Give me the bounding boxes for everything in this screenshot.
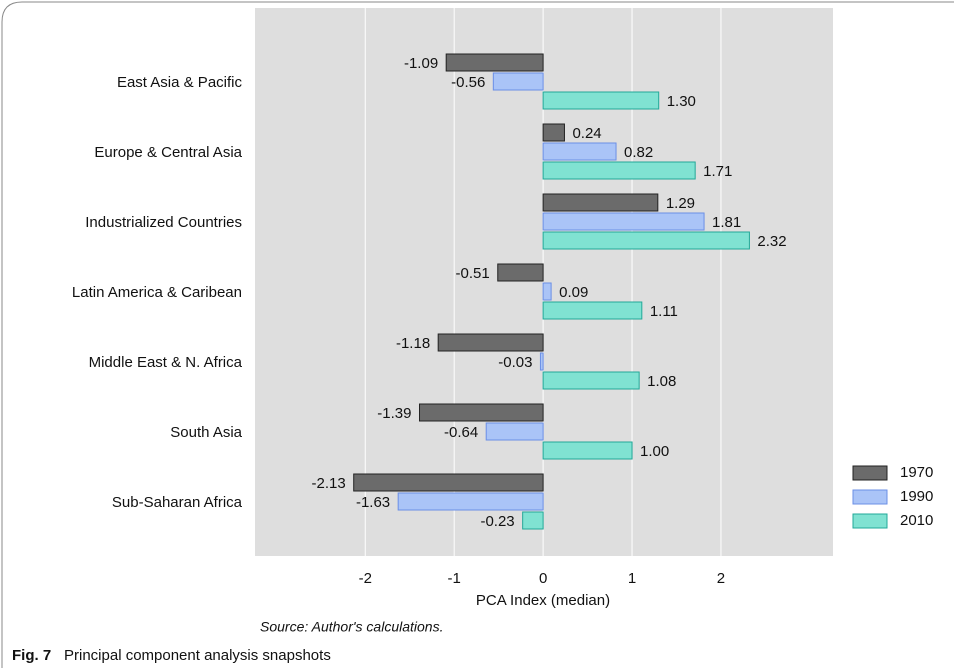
x-axis-label: PCA Index (median) <box>476 592 610 609</box>
bar <box>353 473 544 492</box>
y-tick-label: East Asia & Pacific <box>117 74 243 91</box>
bar <box>497 263 544 282</box>
y-tick-label: Industrialized Countries <box>85 214 242 231</box>
legend-swatch <box>852 489 888 505</box>
bar <box>522 511 544 530</box>
y-tick-label: Europe & Central Asia <box>94 144 242 161</box>
value-label: 1.71 <box>703 163 732 180</box>
y-tick-label: Sub-Saharan Africa <box>112 494 243 511</box>
bar <box>542 161 696 180</box>
value-label: -0.64 <box>444 424 478 441</box>
value-label: 1.81 <box>712 214 741 231</box>
figure-caption: Principal component analysis snapshots <box>64 647 331 664</box>
value-label: 1.08 <box>647 373 676 390</box>
value-label: -2.13 <box>312 475 346 492</box>
legend-label: 1990 <box>900 488 933 505</box>
bar <box>542 212 705 231</box>
bar <box>542 371 640 390</box>
x-tick-label: -1 <box>448 570 461 587</box>
bar <box>542 193 659 212</box>
figure-label: Fig. 7 <box>12 647 51 664</box>
value-label: -0.56 <box>451 74 485 91</box>
value-label: 0.24 <box>572 125 601 142</box>
bar <box>542 441 633 460</box>
bar <box>437 333 544 352</box>
bar <box>492 72 544 91</box>
x-tick-label: 2 <box>717 570 725 587</box>
x-tick-label: 0 <box>539 570 547 587</box>
bar <box>542 231 750 250</box>
legend-label: 1970 <box>900 464 933 481</box>
bar <box>542 91 660 110</box>
plot-area <box>255 8 833 556</box>
bar <box>539 352 544 371</box>
value-label: 0.82 <box>624 144 653 161</box>
bar <box>542 123 565 142</box>
value-label: 1.11 <box>650 303 678 320</box>
x-tick-label: 1 <box>628 570 636 587</box>
value-label: -0.03 <box>498 354 532 371</box>
value-label: -1.18 <box>396 335 430 352</box>
y-tick-label: Latin America & Caribean <box>72 284 242 301</box>
y-tick-label: South Asia <box>170 424 242 441</box>
value-label: 1.30 <box>667 93 696 110</box>
bar <box>445 53 544 72</box>
y-tick-label: Middle East & N. Africa <box>89 354 243 371</box>
bar <box>419 403 544 422</box>
value-label: -1.09 <box>404 55 438 72</box>
legend-swatch <box>852 513 888 529</box>
value-label: -0.23 <box>480 513 514 530</box>
value-label: -0.51 <box>456 265 490 282</box>
value-label: 1.29 <box>666 195 695 212</box>
bar <box>542 282 552 301</box>
x-tick-label: -2 <box>359 570 372 587</box>
value-label: -1.63 <box>356 494 390 511</box>
bar <box>542 301 643 320</box>
value-label: 2.32 <box>757 233 786 250</box>
bar <box>397 492 544 511</box>
source-note: Source: Author's calculations. <box>260 619 443 635</box>
bar <box>542 142 617 161</box>
value-label: 1.00 <box>640 443 669 460</box>
bar <box>485 422 544 441</box>
legend-swatch <box>852 465 888 481</box>
value-label: 0.09 <box>559 284 588 301</box>
legend-label: 2010 <box>900 512 933 529</box>
value-label: -1.39 <box>377 405 411 422</box>
